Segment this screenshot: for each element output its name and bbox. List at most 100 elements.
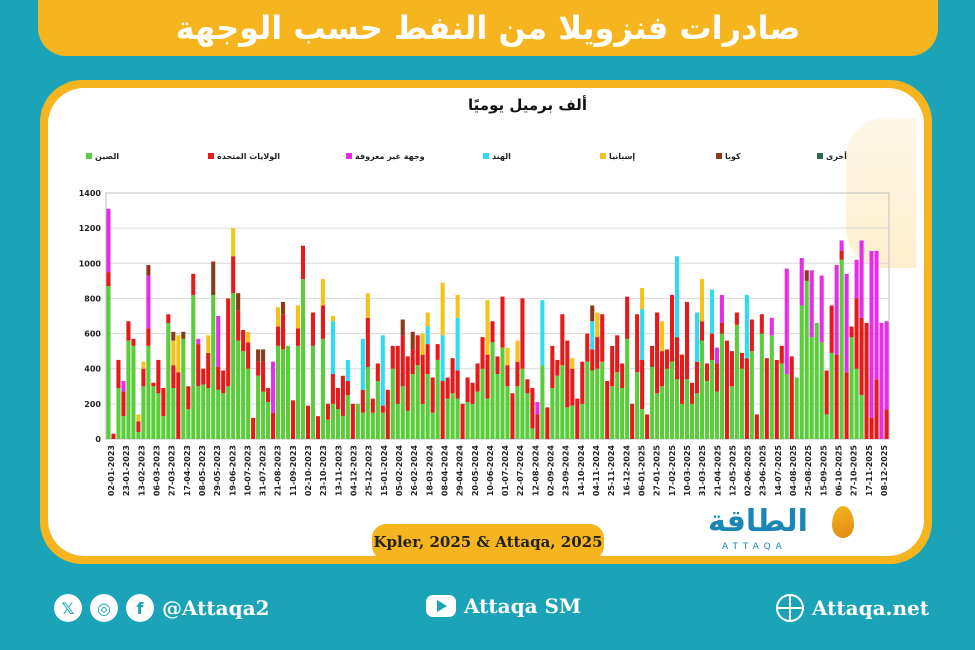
bar-segment-china xyxy=(824,414,829,439)
bar-segment-china xyxy=(804,280,809,439)
bar-segment-china xyxy=(570,405,575,439)
bar-segment-usa xyxy=(455,370,460,399)
bar-segment-usa xyxy=(290,400,296,439)
social-handle[interactable]: @Attaqa2 xyxy=(162,596,270,620)
bar-segment-china xyxy=(400,386,405,439)
bar-segment-usa xyxy=(415,335,420,366)
bar-segment-china xyxy=(615,372,620,439)
bar-segment-unknown xyxy=(799,258,804,306)
bar-segment-china xyxy=(425,373,430,439)
bar-segment-usa xyxy=(500,296,505,348)
bar-segment-china xyxy=(694,393,700,439)
y-tick-label: 0 xyxy=(95,435,101,444)
bar-segment-usa xyxy=(655,312,660,394)
bar-segment-china xyxy=(201,384,206,439)
bar-segment-unknown xyxy=(839,240,844,251)
bar-segment-usa xyxy=(660,351,665,387)
x-tick-label: 06-01-2025 xyxy=(638,445,647,497)
bar-segment-usa xyxy=(365,317,370,367)
bar-segment-cuba xyxy=(410,331,415,350)
y-tick-label: 200 xyxy=(84,400,101,409)
globe-icon xyxy=(776,594,804,622)
bar-segment-usa xyxy=(600,314,605,362)
bar-segment-usa xyxy=(191,273,196,295)
bar-segment-usa xyxy=(201,368,206,385)
bar-segment-usa xyxy=(545,407,550,439)
bar-segment-usa xyxy=(405,356,410,411)
legend-label-india: الهند xyxy=(492,152,511,161)
bar-segment-usa xyxy=(221,370,226,394)
bar-segment-usa xyxy=(440,381,445,439)
bar-segment-china xyxy=(450,393,455,439)
bar-segment-spain xyxy=(246,331,251,343)
website-link[interactable]: Attaqa.net xyxy=(776,594,929,622)
bar-segment-usa xyxy=(400,335,405,387)
bar-segment-usa xyxy=(276,326,281,346)
bar-segment-usa xyxy=(216,366,221,390)
bar-segment-china xyxy=(500,347,505,439)
x-tick-label: 31-07-2023 xyxy=(259,445,268,496)
bar-segment-china xyxy=(221,393,226,439)
youtube-link[interactable]: Attaqa SM xyxy=(426,594,581,618)
x-tick-label: 02-09-2024 xyxy=(547,445,556,497)
bar-segment-usa xyxy=(470,382,475,404)
bar-segment-china xyxy=(355,403,360,439)
bar-segment-usa xyxy=(146,328,151,346)
bar-segment-china xyxy=(839,259,844,439)
bar-segment-usa xyxy=(226,298,231,387)
instagram-icon[interactable]: ◎ xyxy=(90,594,118,622)
bar-segment-usa xyxy=(884,409,889,439)
x-tick-label: 29-04-2024 xyxy=(456,445,465,497)
x-icon[interactable]: 𝕏 xyxy=(54,594,82,622)
bar-segment-usa xyxy=(425,344,430,374)
bar-segment-usa xyxy=(734,312,739,325)
x-tick-label: 10-06-2024 xyxy=(486,445,495,497)
facebook-icon[interactable]: f xyxy=(126,594,154,622)
bar-segment-spain xyxy=(570,358,575,369)
bar-segment-india xyxy=(455,317,460,371)
bar-segment-usa xyxy=(490,321,495,343)
bar-segment-china xyxy=(859,395,864,439)
bar-segment-china xyxy=(709,359,714,439)
bar-segment-usa xyxy=(126,321,131,341)
bar-segment-usa xyxy=(256,361,261,376)
bar-segment-usa xyxy=(565,340,570,408)
bar-segment-usa xyxy=(251,417,256,439)
legend-swatch-spain xyxy=(600,153,606,159)
bar-segment-china xyxy=(211,294,216,439)
bar-segment-usa xyxy=(789,356,794,439)
x-tick-label: 14-10-2024 xyxy=(577,445,586,497)
bar-segment-china xyxy=(151,386,156,439)
bar-segment-usa xyxy=(874,379,879,439)
bar-segment-usa xyxy=(505,365,510,387)
bar-segment-usa xyxy=(699,321,705,341)
bar-segment-china xyxy=(246,368,251,439)
x-tick-label: 16-12-2024 xyxy=(622,445,631,497)
bar-segment-unknown xyxy=(879,323,884,439)
bar-segment-unknown xyxy=(854,259,859,299)
bar-segment-china xyxy=(759,333,764,439)
bar-segment-unknown xyxy=(271,361,276,413)
bar-segment-china xyxy=(281,349,286,439)
bar-segment-usa xyxy=(824,370,829,415)
x-tick-label: 31-03-2025 xyxy=(698,445,707,497)
bar-segment-unknown xyxy=(714,347,719,364)
bar-segment-unknown xyxy=(121,381,126,392)
bar-segment-usa xyxy=(445,377,450,399)
bar-segment-usa xyxy=(739,352,744,369)
bar-segment-usa xyxy=(510,393,515,439)
x-tick-label: 23-10-2023 xyxy=(319,445,328,496)
bar-segment-usa xyxy=(325,403,330,420)
bar-segment-usa xyxy=(206,352,211,389)
x-tick-label: 27-10-2025 xyxy=(850,445,859,497)
page-title: صادرات فنزويلا من النفط حسب الوجهة xyxy=(175,9,801,47)
bar-segment-usa xyxy=(450,358,455,394)
y-tick-label: 600 xyxy=(84,330,101,339)
source-box: Kpler, 2025 & Attaqa, 2025 xyxy=(372,524,604,560)
bar-segment-usa xyxy=(744,358,749,439)
bar-segment-india xyxy=(709,289,714,334)
bar-segment-india xyxy=(440,335,445,382)
x-tick-label: 08-05-2023 xyxy=(198,445,207,496)
legend-label-spain: إسبانيا xyxy=(609,152,635,161)
bar-segment-china xyxy=(485,398,490,439)
